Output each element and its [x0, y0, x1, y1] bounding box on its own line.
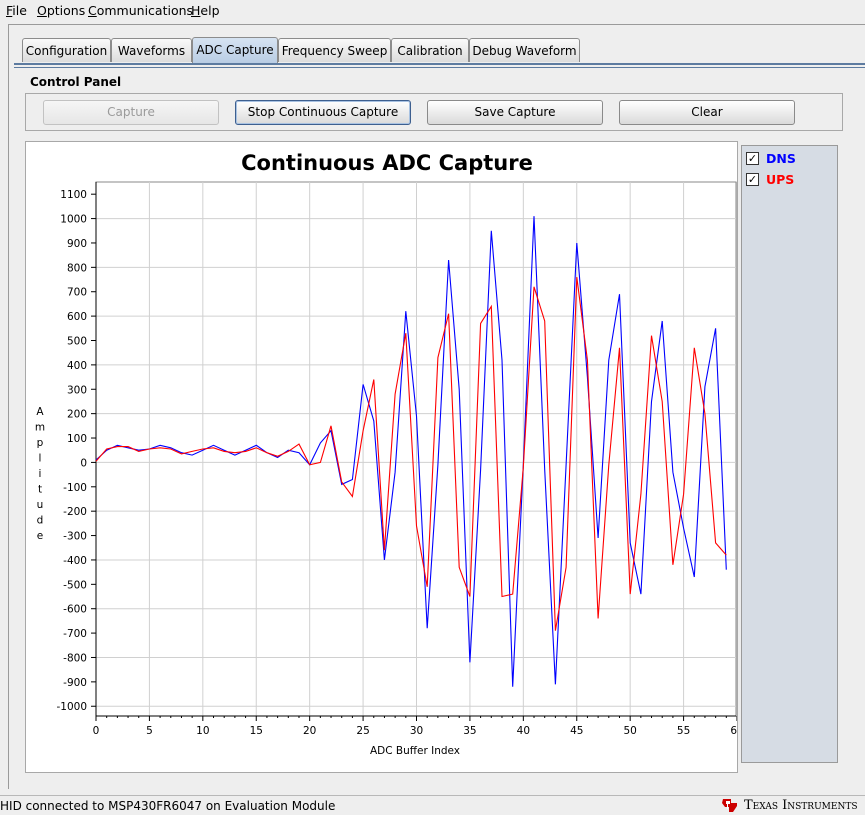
tab-configuration[interactable]: Configuration: [22, 38, 111, 62]
y-tick-label: -200: [63, 506, 87, 518]
ups-checkbox[interactable]: ✓: [746, 173, 759, 186]
x-tick-label: 25: [356, 725, 369, 737]
y-tick-label: -400: [63, 555, 87, 567]
chart-grid: [95, 181, 737, 717]
main-frame: [8, 24, 865, 789]
control-panel: [25, 93, 843, 131]
tab-divider: [14, 63, 865, 65]
y-axis-label-letter: t: [38, 484, 42, 496]
y-tick-label: 1000: [60, 214, 87, 226]
y-tick-label: -100: [63, 482, 87, 494]
x-tick-label: 50: [623, 725, 636, 737]
menu-file[interactable]: File: [6, 3, 27, 18]
x-tick-label: 20: [303, 725, 316, 737]
menu-communications[interactable]: Communications: [88, 3, 194, 18]
x-tick-label: 60: [730, 725, 737, 737]
y-axis-label-letter: A: [36, 406, 44, 418]
tab-calibration[interactable]: Calibration: [391, 38, 469, 62]
y-axis-label-letter: p: [37, 437, 44, 449]
tab-adc-capture[interactable]: ADC Capture: [192, 37, 278, 63]
y-tick-label: -600: [63, 604, 87, 616]
y-tick-label: 700: [67, 287, 87, 299]
y-tick-label: 1100: [60, 189, 87, 201]
y-axis-label-letter: l: [39, 453, 42, 465]
save-capture-button[interactable]: Save Capture: [427, 100, 603, 125]
menu-bar: File Options Communications Help: [0, 0, 865, 22]
y-tick-label: -300: [63, 531, 87, 543]
stop-continuous-capture-button[interactable]: Stop Continuous Capture: [235, 100, 411, 125]
dns-checkbox[interactable]: ✓: [746, 152, 759, 165]
status-bar: HID connected to MSP430FR6047 on Evaluat…: [0, 795, 865, 815]
chart-series: [95, 216, 727, 687]
y-tick-label: 100: [67, 433, 87, 445]
y-tick-label: 500: [67, 335, 87, 347]
x-tick-label: 40: [517, 725, 530, 737]
capture-button[interactable]: Capture: [43, 100, 219, 125]
y-tick-label: 600: [67, 311, 87, 323]
x-tick-label: 0: [93, 725, 100, 737]
dns-label: DNS: [766, 151, 796, 166]
ups-label: UPS: [766, 172, 795, 187]
series-legend-panel: ✓ DNS ✓ UPS: [741, 145, 838, 763]
y-tick-label: 800: [67, 262, 87, 274]
tab-divider-secondary: [14, 67, 865, 68]
y-tick-label: 400: [67, 360, 87, 372]
y-axis-label-letter: m: [35, 422, 45, 434]
y-tick-label: -1000: [56, 701, 87, 713]
menu-options[interactable]: Options: [37, 3, 86, 18]
y-tick-label: 300: [67, 384, 87, 396]
x-tick-label: 10: [196, 725, 209, 737]
y-tick-label: 200: [67, 409, 87, 421]
tab-debug-waveform[interactable]: Debug Waveform: [469, 38, 580, 62]
x-tick-label: 5: [146, 725, 153, 737]
y-tick-label: 0: [80, 457, 87, 469]
y-axis-label-letter: d: [37, 515, 44, 527]
x-tick-label: 30: [410, 725, 423, 737]
series-line-dns: [95, 216, 727, 687]
x-tick-label: 55: [677, 725, 690, 737]
y-tick-label: -700: [63, 628, 87, 640]
series-line-ups: [95, 277, 727, 631]
y-axis-label-letter: i: [39, 468, 42, 480]
y-tick-label: -800: [63, 652, 87, 664]
x-axis-label: ADC Buffer Index: [370, 745, 460, 757]
tab-frequency-sweep[interactable]: Frequency Sweep: [278, 38, 391, 62]
ti-brand-text: Texas Instruments: [744, 798, 858, 813]
y-axis-label-letter: e: [37, 530, 43, 542]
y-tick-label: 900: [67, 238, 87, 250]
chart-area: Continuous ADC Capture 0 5 10 15 20 25 30 35 40 4…: [25, 141, 738, 773]
x-tick-label: 45: [570, 725, 583, 737]
chart-axes: 0510152025303540455055601100100090080070…: [56, 182, 737, 737]
tab-waveforms[interactable]: Waveforms: [111, 38, 192, 62]
x-tick-label: 35: [463, 725, 476, 737]
menu-help[interactable]: Help: [191, 3, 220, 18]
y-tick-label: -900: [63, 677, 87, 689]
connection-status: HID connected to MSP430FR6047 on Evaluat…: [0, 799, 336, 813]
x-tick-label: 15: [250, 725, 263, 737]
chart-title: Continuous ADC Capture: [241, 151, 533, 175]
y-axis-label-letter: u: [37, 499, 44, 511]
control-panel-title: Control Panel: [30, 75, 122, 89]
adc-capture-chart: Continuous ADC Capture 0 5 10 15 20 25 30 35 40 4…: [35, 151, 737, 757]
clear-button[interactable]: Clear: [619, 100, 795, 125]
y-tick-label: -500: [63, 579, 87, 591]
ti-state-icon: [722, 799, 737, 812]
